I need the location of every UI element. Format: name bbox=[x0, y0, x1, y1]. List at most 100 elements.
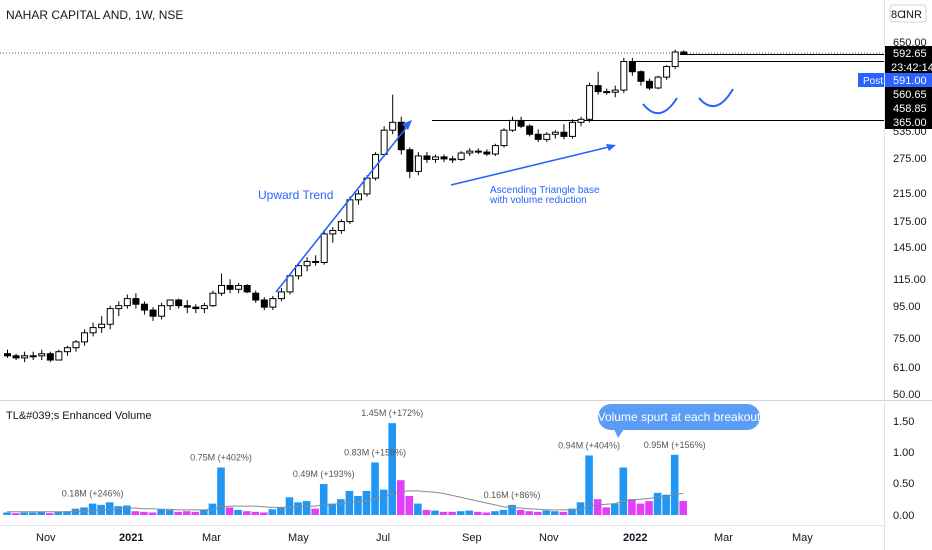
candle[interactable] bbox=[38, 349, 46, 361]
candle[interactable] bbox=[440, 154, 448, 162]
candle-body bbox=[123, 298, 131, 307]
candle[interactable] bbox=[312, 255, 320, 266]
candle[interactable] bbox=[132, 293, 140, 309]
candle[interactable] bbox=[46, 351, 54, 363]
candle[interactable] bbox=[209, 290, 217, 308]
candle[interactable] bbox=[526, 124, 534, 137]
candle[interactable] bbox=[457, 151, 465, 161]
candle[interactable] bbox=[577, 116, 585, 127]
time-axis[interactable]: Nov 2021 Mar May Jul Sep Nov 2022 Mar Ma… bbox=[36, 532, 813, 544]
candle[interactable] bbox=[414, 152, 422, 176]
candle[interactable] bbox=[192, 304, 200, 314]
candle[interactable] bbox=[81, 329, 89, 346]
candle[interactable] bbox=[423, 152, 431, 163]
candle[interactable] bbox=[295, 262, 303, 280]
candle[interactable] bbox=[55, 349, 63, 361]
candle[interactable] bbox=[226, 279, 234, 294]
cup-curve-left[interactable] bbox=[642, 97, 678, 114]
candle[interactable] bbox=[72, 340, 80, 352]
countdown-tag[interactable] bbox=[885, 60, 932, 74]
volume-ma-line[interactable] bbox=[7, 490, 684, 513]
level-tag-2[interactable] bbox=[885, 101, 932, 115]
candle[interactable] bbox=[320, 229, 328, 265]
candle[interactable] bbox=[491, 143, 499, 156]
candle[interactable] bbox=[474, 148, 482, 154]
candle[interactable] bbox=[509, 116, 517, 132]
candle[interactable] bbox=[166, 299, 174, 311]
candle[interactable] bbox=[603, 88, 611, 95]
candle[interactable] bbox=[337, 219, 345, 234]
candle[interactable] bbox=[406, 147, 414, 179]
candle[interactable] bbox=[466, 148, 474, 156]
candle[interactable] bbox=[329, 227, 337, 243]
candle[interactable] bbox=[140, 301, 148, 315]
candle[interactable] bbox=[63, 345, 71, 356]
candle[interactable] bbox=[637, 70, 645, 86]
candle[interactable] bbox=[303, 257, 311, 272]
candle[interactable] bbox=[543, 132, 551, 143]
candle[interactable] bbox=[277, 288, 285, 302]
candle[interactable] bbox=[483, 149, 491, 156]
candle[interactable] bbox=[149, 307, 157, 321]
last-price-tag[interactable] bbox=[885, 46, 932, 60]
level-tag-3[interactable] bbox=[885, 115, 932, 129]
candle[interactable] bbox=[89, 322, 97, 337]
candle[interactable] bbox=[500, 128, 508, 148]
candle[interactable] bbox=[560, 124, 568, 140]
candle-body bbox=[140, 303, 148, 311]
candle[interactable] bbox=[646, 78, 653, 91]
candle[interactable] bbox=[594, 71, 602, 95]
candle[interactable] bbox=[218, 273, 225, 296]
candle[interactable] bbox=[568, 119, 576, 139]
candle[interactable] bbox=[175, 298, 183, 309]
candle[interactable] bbox=[200, 302, 208, 314]
candle[interactable] bbox=[115, 301, 123, 317]
candle[interactable] bbox=[252, 290, 260, 303]
triangle-label-line1[interactable]: Ascending Triangle base bbox=[490, 185, 600, 196]
candle[interactable] bbox=[123, 294, 131, 309]
triangle-base-arrow-line[interactable] bbox=[450, 145, 614, 186]
volume-bars[interactable] bbox=[3, 423, 688, 515]
candle[interactable] bbox=[286, 273, 294, 295]
cup-curve-right[interactable] bbox=[698, 88, 734, 108]
candle[interactable] bbox=[611, 85, 619, 98]
candle[interactable] bbox=[243, 284, 251, 294]
candle[interactable] bbox=[628, 57, 636, 76]
candle[interactable] bbox=[21, 351, 29, 363]
volume-tick: 1.50 bbox=[893, 416, 914, 428]
candle[interactable] bbox=[389, 94, 397, 135]
candle[interactable] bbox=[654, 75, 662, 90]
candle[interactable] bbox=[354, 190, 362, 205]
candle[interactable] bbox=[671, 49, 679, 70]
uptrend-arrow-line[interactable] bbox=[275, 122, 411, 293]
candle[interactable] bbox=[4, 349, 11, 358]
candle[interactable] bbox=[235, 283, 243, 294]
candle[interactable] bbox=[158, 302, 166, 320]
volume-axis[interactable]: 1.50 1.00 0.50 0.00 bbox=[893, 416, 914, 522]
post-label-tag[interactable] bbox=[858, 73, 884, 87]
candle[interactable] bbox=[680, 50, 688, 55]
candle[interactable] bbox=[29, 351, 37, 361]
candle[interactable] bbox=[183, 299, 191, 314]
volume-callout-bubble[interactable] bbox=[598, 404, 760, 430]
upward-trend-label[interactable]: Upward Trend bbox=[258, 188, 333, 202]
level-tag-1[interactable] bbox=[885, 87, 932, 101]
candle[interactable] bbox=[269, 295, 277, 311]
candle[interactable] bbox=[260, 297, 268, 311]
candle[interactable] bbox=[586, 82, 594, 123]
triangle-label-line2[interactable]: with volume reduction bbox=[489, 195, 587, 206]
candle[interactable] bbox=[534, 129, 542, 143]
currency-button[interactable] bbox=[889, 4, 927, 23]
candle[interactable] bbox=[12, 353, 20, 361]
candle[interactable] bbox=[98, 316, 106, 333]
candle[interactable] bbox=[106, 305, 114, 330]
candle[interactable] bbox=[620, 57, 628, 94]
candle[interactable] bbox=[517, 116, 525, 129]
candle[interactable] bbox=[397, 116, 405, 155]
candle[interactable] bbox=[551, 130, 559, 139]
post-value-tag[interactable] bbox=[885, 73, 932, 87]
candle[interactable] bbox=[432, 154, 439, 163]
candle[interactable] bbox=[449, 155, 457, 163]
candle[interactable] bbox=[663, 65, 671, 80]
